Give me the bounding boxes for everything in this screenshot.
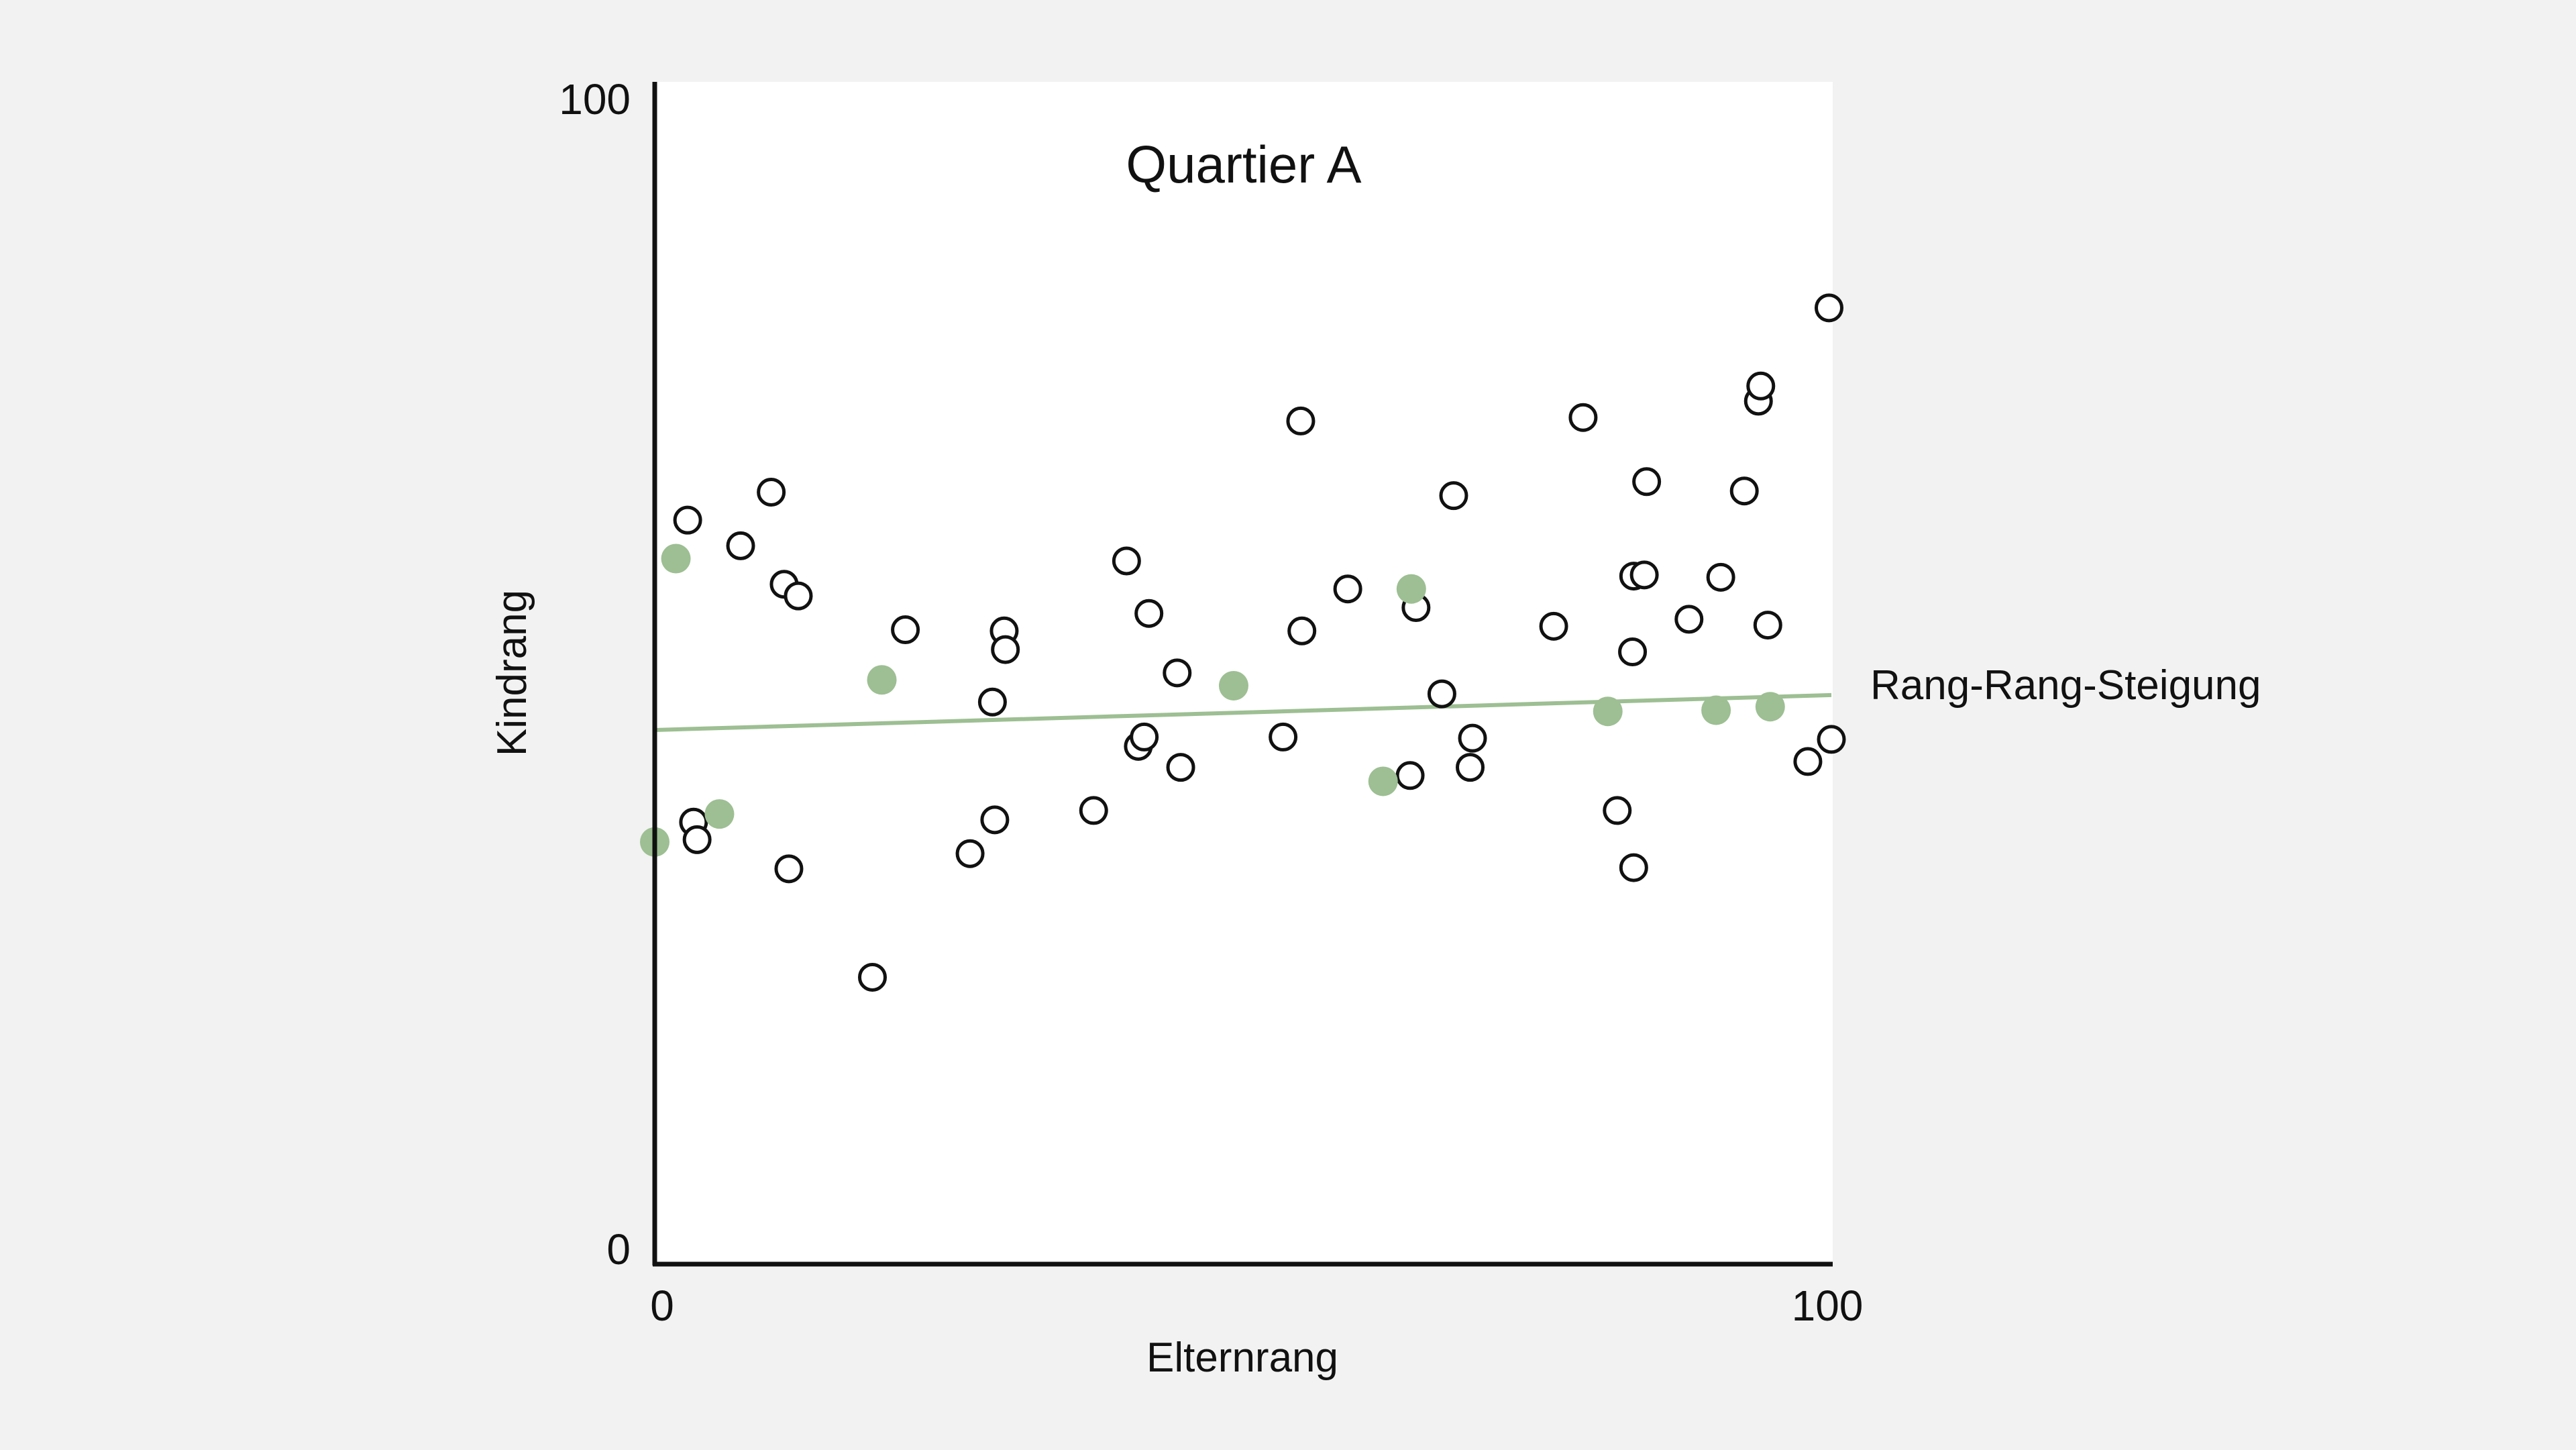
data-point — [955, 839, 985, 868]
points-layer — [640, 293, 1846, 992]
highlighted-data-point — [1755, 692, 1785, 722]
y-tick-label-max: 100 — [559, 75, 631, 123]
data-point — [891, 615, 920, 645]
x-axis-label: Elternrang — [1146, 1335, 1338, 1381]
data-point — [1793, 747, 1823, 776]
data-point — [1568, 403, 1598, 432]
data-point — [1706, 562, 1735, 592]
data-point — [774, 854, 804, 884]
data-point — [1395, 761, 1425, 790]
data-point — [1632, 467, 1662, 497]
data-point — [857, 962, 887, 992]
data-point — [1269, 722, 1298, 752]
data-point — [1130, 722, 1159, 752]
data-point — [1753, 611, 1782, 640]
y-tick-label-min: 0 — [606, 1225, 631, 1274]
data-point — [757, 477, 786, 507]
data-point — [1134, 599, 1164, 628]
highlighted-data-point — [661, 543, 691, 574]
highlighted-data-point — [1396, 574, 1426, 604]
data-point — [980, 805, 1010, 835]
data-point — [1618, 637, 1648, 667]
fit-line-layer — [654, 692, 1832, 732]
data-point — [1629, 560, 1659, 590]
data-point — [682, 825, 712, 854]
fit-line-rang-rang-steigung — [654, 692, 1832, 732]
y-axis-label: Kindrang — [489, 590, 535, 756]
highlighted-data-point — [1701, 695, 1731, 725]
data-point — [1814, 293, 1843, 323]
highlighted-data-point — [704, 799, 735, 829]
plot-area — [655, 82, 1833, 1264]
data-point — [1079, 796, 1108, 825]
x-tick-label-min: 0 — [650, 1282, 674, 1330]
data-point — [991, 635, 1020, 664]
fit-line-label: Rang-Rang-Steigung — [1870, 662, 2261, 709]
data-point — [673, 505, 702, 535]
data-point — [1539, 611, 1568, 641]
data-point — [1456, 753, 1485, 782]
data-point — [1817, 725, 1846, 754]
data-point — [1619, 853, 1648, 882]
data-point — [1287, 616, 1317, 645]
highlighted-data-point — [1593, 696, 1623, 727]
x-tick-label-max: 100 — [1792, 1282, 1864, 1330]
data-point — [1112, 546, 1141, 576]
data-point — [1439, 481, 1468, 511]
data-point — [784, 581, 813, 611]
data-point — [1603, 796, 1632, 825]
data-point — [1286, 406, 1316, 435]
data-point — [1166, 753, 1195, 782]
data-point — [1746, 371, 1776, 401]
highlighted-data-point — [1368, 766, 1398, 796]
data-point — [1427, 679, 1456, 709]
chart-title: Quartier A — [1126, 135, 1361, 194]
highlighted-data-point — [867, 665, 897, 695]
data-point — [977, 687, 1007, 717]
data-point — [1674, 605, 1704, 634]
data-point — [1458, 723, 1487, 753]
data-point — [1163, 658, 1192, 688]
data-point — [726, 531, 755, 560]
data-point — [1333, 574, 1362, 604]
data-point — [1729, 476, 1759, 506]
highlighted-data-point — [1218, 670, 1248, 701]
